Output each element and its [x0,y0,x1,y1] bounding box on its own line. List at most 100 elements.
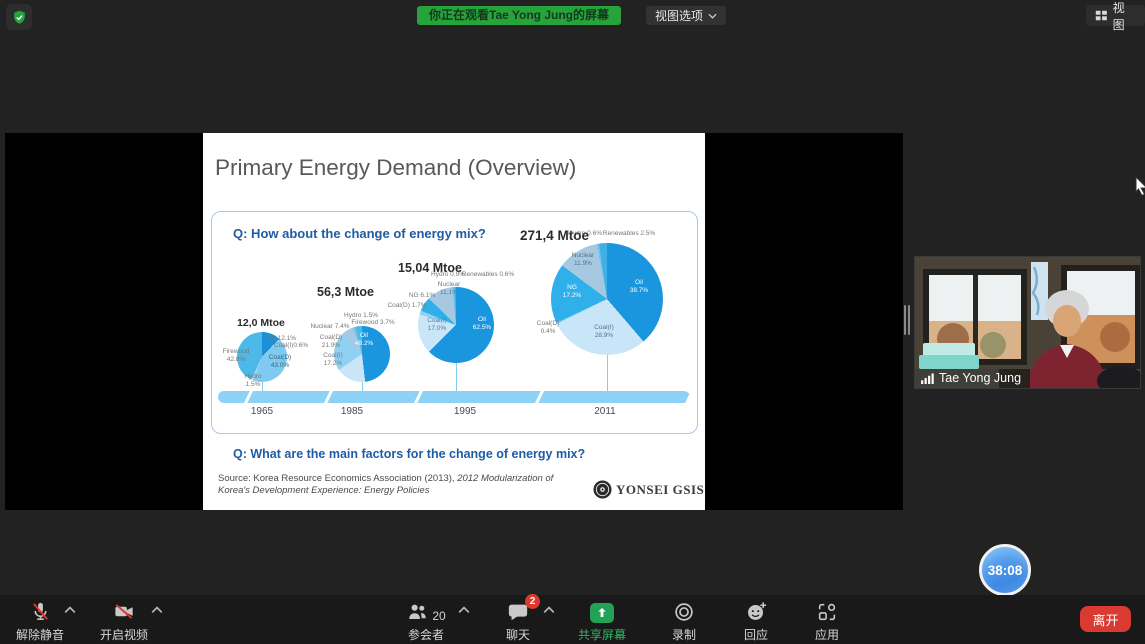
screen-share-view: Primary Energy Demand (Overview) Q: How … [5,133,903,510]
pie-1965 [237,332,287,382]
pie-slice-label: Renewables 0.6% [461,271,515,278]
pie-slice-label: Coal(D) 21.9% [319,334,343,349]
share-screen-icon [590,603,614,623]
share-screen-label: 共享屏幕 [577,628,626,642]
question-1: Q: How about the change of energy mix? [233,226,486,241]
pie-total-1995: 15,04 Mtoe [398,261,462,275]
meeting-timer-widget[interactable]: 38:08 [979,544,1031,596]
security-button[interactable] [6,4,32,30]
record-button[interactable]: 录制 [644,599,724,643]
pie-total-1965: 12,0 Mtoe [237,317,285,329]
pie-slice-label: Nuclear 11.9% [571,252,595,267]
pie-slice-label: Oil 12.1% [267,335,297,342]
pie-slice-label: Coal(D) 1.7% [387,302,427,309]
pie-connector-2011 [607,352,608,391]
mute-button[interactable]: 解除静音 [0,599,80,643]
source-citation: Source: Korea Resource Economics Associa… [218,473,553,496]
video-panel-drag-handle[interactable] [904,305,910,335]
pie-2011 [551,243,663,355]
chat-button[interactable]: 2 聊天 [478,594,558,643]
participant-name-tag: Tae Yong Jung [915,369,1031,388]
yonsei-logo-text: YONSEI GSIS [616,481,705,497]
pie-slice-label: Oil 38.7% [629,279,649,294]
share-screen-button[interactable]: 共享屏幕 [562,599,642,643]
participants-label: 参会者 [407,628,444,642]
pie-total-2011: 271,4 Mtoe [520,228,590,243]
question-box [211,211,698,434]
chat-unread-badge: 2 [525,594,540,609]
pie-connector-1995 [456,360,457,391]
timeline-year-1965: 1965 [250,406,274,417]
reactions-smiley-icon [747,602,766,620]
pie-slice-label: Hydro 0.9% [431,271,465,278]
apps-button[interactable]: 应用 [787,599,867,643]
pie-slice-label: Coal(D) 0.4% [536,320,560,335]
mute-chevron-up-icon[interactable] [64,606,76,614]
slide-title: Primary Energy Demand (Overview) [215,155,577,180]
timeline-slash [534,391,545,403]
microphone-muted-icon [32,602,48,620]
leave-meeting-button[interactable]: 离开 [1080,606,1131,632]
pie-1985 [334,326,390,382]
timer-value: 38:08 [987,562,1023,578]
apps-label: 应用 [814,628,839,642]
participants-chevron-up-icon[interactable] [458,606,470,614]
pie-slice-label: Hydro 1.5% [344,312,378,319]
pie-slice-label: NG 6.1% [408,292,436,299]
record-icon [675,603,693,621]
shield-check-icon [13,10,25,24]
timeline-year-1995: 1995 [453,406,477,417]
timeline-bar [218,391,690,403]
participant-name: Tae Yong Jung [939,371,1022,385]
chevron-down-icon [708,13,717,19]
pie-1995 [418,287,494,363]
participant-video-feed [915,257,1145,396]
camera-muted-icon [115,604,133,619]
source-italic-2: Korea's Development Experience: Energy P… [218,484,430,496]
start-video-button[interactable]: 开启视频 [84,599,164,643]
pie-slice-label: Coal(I)0.6% [273,342,309,349]
pie-slice-label: Renewables 2.5% [602,230,656,237]
source-text: Source: Korea Resource Economics Associa… [218,473,458,484]
chat-icon [508,604,528,621]
pie-slice-label: Firewood 42.8% [222,348,250,363]
view-label: 视图 [1112,0,1125,32]
pie-connector-1985 [362,379,363,391]
pie-slice-label: Oil 48.2% [354,332,374,347]
video-chevron-up-icon[interactable] [151,606,163,614]
mute-label: 解除静音 [15,628,64,642]
participants-icon [409,604,426,619]
record-label: 录制 [671,628,696,642]
timeline-slash [684,391,690,403]
yonsei-seal-icon [593,480,612,499]
presentation-slide: Primary Energy Demand (Overview) Q: How … [203,133,705,510]
view-options-button[interactable]: 视图选项 [646,6,727,25]
apps-icon [818,603,836,621]
signal-bars-icon [921,372,934,384]
pie-connector-1965 [262,379,263,391]
reactions-button[interactable]: 回应 [716,599,796,643]
watching-screen-banner: 你正在观看Tae Yong Jung的屏幕 [417,6,622,25]
view-options-label: 视图选项 [655,9,704,23]
participant-video[interactable]: Tae Yong Jung [915,257,1145,396]
slide-chart-area: 12,0 Mtoe Oil 12.1% Coal(I)0.6% Firewood 42.… [203,133,705,510]
chat-chevron-up-icon[interactable] [543,606,555,614]
view-button[interactable]: 视图 [1086,1,1145,32]
question-2: Q: What are the main factors for the cha… [233,447,586,461]
yonsei-logo: YONSEI GSIS [593,480,704,499]
pie-slice-label: Nuclear 7.4% [310,323,350,330]
pie-slice-label: Coal(D) 43.0% [268,354,292,369]
participants-button[interactable]: 20 参会者 [386,599,466,643]
timeline-slash [413,391,424,403]
timeline-year-2011: 2011 [594,406,616,417]
pie-slice-label: Hydro 0.6% [568,230,602,237]
source-italic-1: 2012 Modularization of [457,473,554,484]
pie-slice-label: NG 17.2% [562,284,582,299]
grid-view-icon [1095,10,1107,21]
pie-slice-label: Coal(I) 17.0% [427,317,447,332]
chat-label: 聊天 [505,628,530,642]
pie-slice-label: Oil 62.5% [472,316,492,331]
timeline-slash [243,391,254,403]
mouse-cursor [1135,176,1145,196]
